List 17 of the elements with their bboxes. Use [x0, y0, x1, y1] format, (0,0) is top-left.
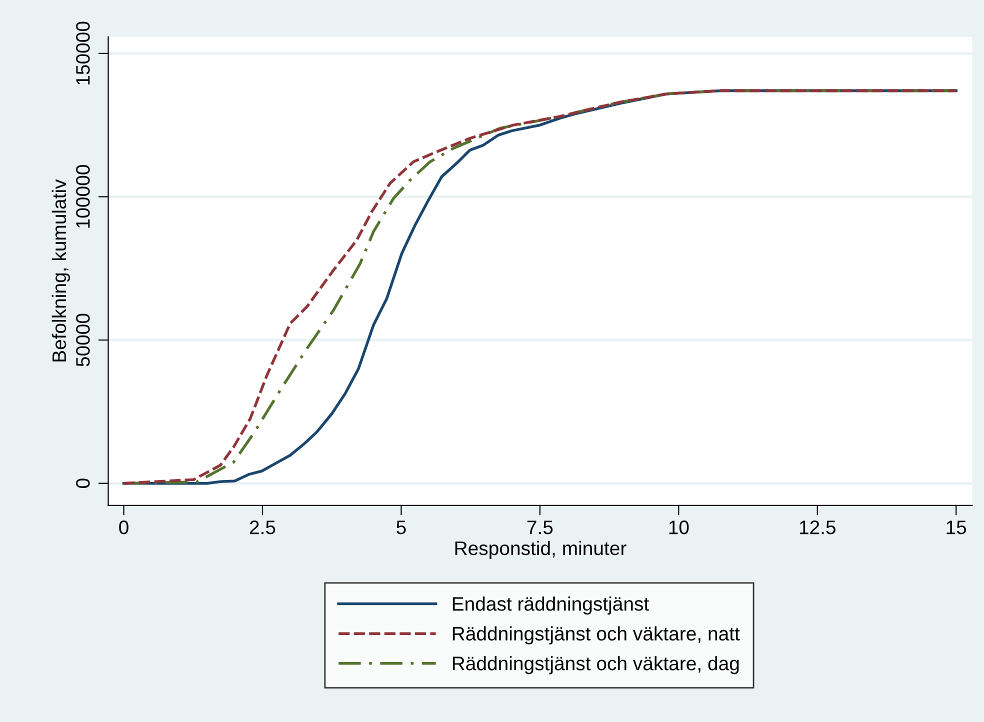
y-tick-label: 50000	[76, 314, 90, 366]
y-axis-title: Befolkning, kumulativ	[52, 179, 70, 362]
legend-label: Räddningstjänst och väktare, dag	[452, 656, 739, 674]
line-series	[122, 89, 958, 485]
legend-label: Endast räddningstjänst	[452, 596, 649, 615]
x-tick-label: 15	[946, 520, 966, 534]
x-tick-label: 7.5	[527, 520, 553, 534]
legend-label: Räddningstjänst och väktare, natt	[452, 626, 740, 644]
x-tick-label: 2.5	[250, 520, 276, 534]
y-tick-label: 150000	[76, 22, 90, 84]
x-tick-label: 10	[669, 520, 689, 534]
x-tick-label: 12.5	[800, 520, 836, 534]
x-tick-label: 5	[396, 520, 406, 534]
y-tick-label: 100000	[76, 165, 90, 228]
x-tick-label: 0	[119, 520, 128, 534]
y-tick-label: 0	[76, 478, 90, 488]
x-axis-title: Responstid, minuter	[455, 540, 626, 560]
